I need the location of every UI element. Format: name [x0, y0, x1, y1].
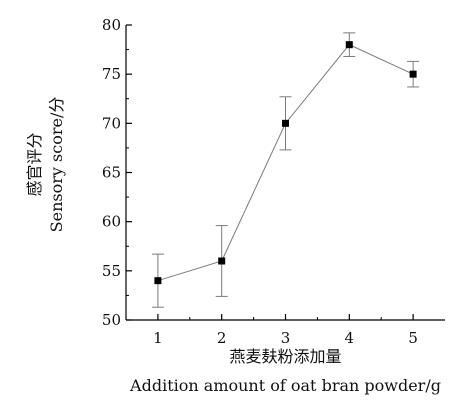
x-axis-title-cn: 燕麦麸粉添加量	[229, 347, 341, 366]
x-tick-label: 1	[153, 329, 163, 347]
y-tick-label: 80	[102, 16, 121, 34]
data-point	[218, 257, 226, 265]
y-tick-label: 50	[102, 311, 121, 329]
series-line	[157, 44, 414, 282]
y-tick-label: 55	[102, 262, 121, 280]
x-tick-label: 2	[217, 329, 227, 347]
series-group	[151, 32, 420, 308]
x-axis-title-en: Addition amount of oat bran powder/g	[129, 376, 441, 395]
x-tick-label: 5	[408, 329, 418, 347]
data-point	[154, 277, 162, 285]
y-axis-title-cn: 感官评分	[25, 132, 44, 196]
data-point	[345, 41, 353, 49]
x-tick-label: 3	[281, 329, 291, 347]
data-point	[409, 70, 417, 78]
x-ticks: 1 2 3 4 5	[153, 314, 418, 347]
y-ticks: 50 55 60 65 70 75 80	[102, 16, 132, 329]
y-axis-title-en: Sensory score/分	[47, 97, 66, 233]
x-tick-label: 4	[345, 329, 355, 347]
y-tick-label: 70	[102, 114, 121, 132]
y-tick-label: 60	[102, 213, 121, 231]
y-tick-label: 75	[102, 65, 121, 83]
y-tick-label: 65	[102, 164, 121, 182]
data-point	[282, 119, 289, 127]
